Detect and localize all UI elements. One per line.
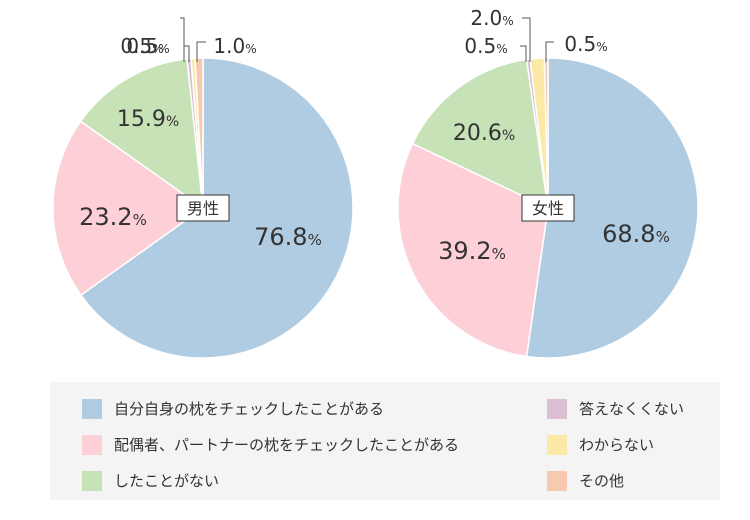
leader-line-male-no-answer — [180, 17, 185, 62]
pie-slice-female-self — [525, 57, 699, 359]
pie-chart-female: 女性 68.8% 39.2% 20.6% 0.5% 2.0% 0.5% — [397, 6, 699, 359]
legend-item-self: 自分自身の枕をチェックしたことがある — [82, 398, 384, 419]
legend: 自分自身の枕をチェックしたことがある 配偶者、パートナーの枕をチェックしたことが… — [50, 382, 720, 500]
pie-label-female-self: 68.8% — [602, 220, 670, 248]
legend-item-partner: 配偶者、パートナーの枕をチェックしたことがある — [82, 434, 459, 455]
pie-label-male-unknown: 0.5% — [120, 34, 163, 58]
pie-center-label-male: 男性 — [187, 199, 219, 218]
leader-line-female-unknown — [522, 17, 531, 62]
legend-label-other: その他 — [579, 472, 625, 490]
legend-label-no-answer: 答えなくくない — [579, 400, 685, 418]
pie-slice-male-never — [79, 58, 204, 210]
pie-label-female-unknown: 2.0% — [470, 6, 513, 30]
legend-swatch-partner — [82, 434, 102, 455]
legend-swatch-self — [82, 398, 102, 419]
pie-center-label-female: 女性 — [532, 199, 564, 218]
legend-swatch-never — [82, 470, 102, 491]
pie-label-female-partner: 39.2% — [438, 237, 506, 265]
legend-label-partner: 配偶者、パートナーの枕をチェックしたことがある — [114, 436, 460, 454]
legend-item-never: したことがない — [82, 470, 219, 491]
pie-label-female-no-answer: 0.5% — [464, 34, 507, 58]
leader-line-male-unknown — [184, 45, 190, 62]
leader-line-female-other — [545, 41, 554, 62]
legend-item-no-answer: 答えなくくない — [547, 398, 684, 419]
legend-swatch-no-answer — [547, 398, 567, 419]
pie-center-tag-male — [176, 194, 230, 222]
pie-slice-female-partner — [397, 142, 549, 358]
pie-label-female-other: 0.5% — [564, 32, 607, 56]
pie-label-male-no-answer: 0.5% — [126, 34, 169, 58]
legend-label-self: 自分自身の枕をチェックしたことがある — [114, 400, 385, 418]
legend-label-unknown: わからない — [579, 436, 655, 454]
pie-label-male-self: 76.8% — [254, 223, 322, 251]
legend-item-unknown: わからない — [547, 434, 654, 455]
legend-swatch-other — [547, 470, 567, 491]
legend-item-other: その他 — [547, 470, 624, 491]
pie-label-male-other: 1.0% — [213, 34, 256, 58]
leader-line-male-other — [196, 41, 206, 62]
pie-slice-male-other — [194, 57, 204, 209]
pie-label-male-never: 15.9% — [117, 107, 179, 132]
leader-line-female-no-answer — [520, 45, 527, 62]
pie-slice-female-never — [411, 58, 549, 210]
pie-center-tag-female — [521, 194, 575, 222]
pie-chart-male: 男性 76.8% 23.2% 15.9% 0.5%0.5% 1.0% — [52, 34, 354, 359]
legend-label-never: したことがない — [114, 472, 220, 490]
legend-swatch-unknown — [547, 434, 567, 455]
pie-slice-male-partner — [52, 120, 205, 297]
pie-label-female-never: 20.6% — [453, 121, 515, 146]
pie-label-male-partner: 23.2% — [79, 203, 147, 231]
